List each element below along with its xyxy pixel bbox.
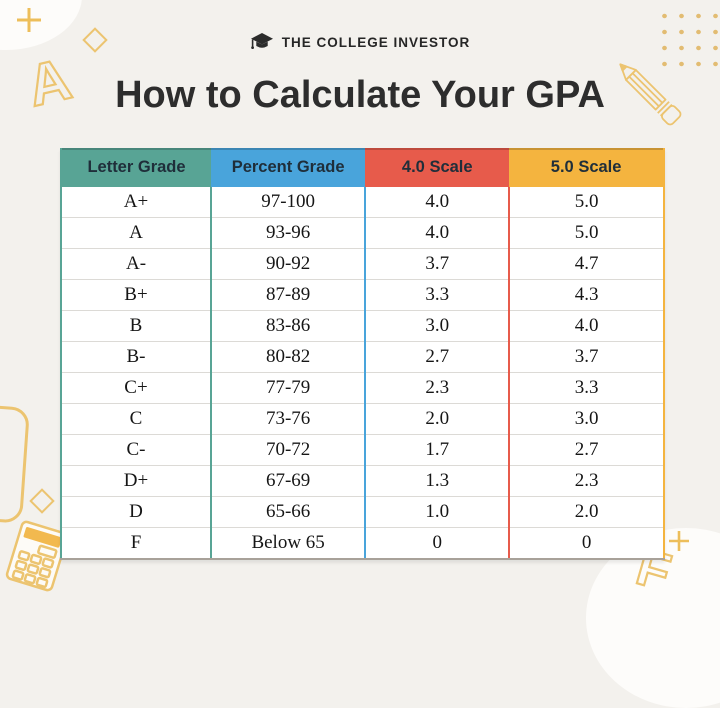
table-cell: 4.0	[508, 310, 665, 342]
table-row: A 93-96 4.0 5.0	[60, 217, 665, 249]
table-cell: 5.0	[508, 187, 665, 218]
table-cell: 97-100	[209, 187, 366, 218]
table-cell: 90-92	[209, 248, 366, 280]
column-header-percent-grade: Percent Grade	[211, 148, 366, 187]
table-row: C 73-76 2.0 3.0	[60, 403, 665, 435]
table-cell: 0	[364, 527, 510, 560]
table-cell: 3.3	[364, 279, 510, 311]
gpa-table: Letter Grade Percent Grade 4.0 Scale 5.0…	[60, 148, 665, 560]
table-cell: 1.3	[364, 465, 510, 497]
table-cell: 83-86	[209, 310, 366, 342]
table-cell: 3.0	[364, 310, 510, 342]
table-cell: 2.7	[508, 434, 665, 466]
table-row: B 83-86 3.0 4.0	[60, 310, 665, 342]
table-row: F Below 65 0 0	[60, 527, 665, 560]
grade-table-body: A+ 97-100 4.0 5.0 A 93-96 4.0 5.0 A- 90-92 3.7 4.7 B…	[60, 187, 665, 560]
table-cell: A+	[60, 187, 211, 218]
table-cell: 3.7	[364, 248, 510, 280]
table-cell: 3.0	[508, 403, 665, 435]
table-row: A- 90-92 3.7 4.7	[60, 248, 665, 280]
table-cell: C+	[60, 372, 211, 404]
table-cell: A	[60, 217, 211, 249]
table-cell: 73-76	[209, 403, 366, 435]
table-cell: B	[60, 310, 211, 342]
column-header-4-scale: 4.0 Scale	[365, 148, 510, 187]
table-cell: 87-89	[209, 279, 366, 311]
page-title: How to Calculate Your GPA	[115, 74, 605, 116]
table-cell: 2.3	[508, 465, 665, 497]
table-row: B- 80-82 2.7 3.7	[60, 341, 665, 373]
table-row: B+ 87-89 3.3 4.3	[60, 279, 665, 311]
table-cell: 3.7	[508, 341, 665, 373]
column-header-letter-grade: Letter Grade	[60, 148, 211, 187]
table-cell: 3.3	[508, 372, 665, 404]
table-cell: B+	[60, 279, 211, 311]
table-cell: 2.7	[364, 341, 510, 373]
brand-header: THE COLLEGE INVESTOR	[0, 32, 720, 52]
table-cell: 0	[508, 527, 665, 560]
column-header-5-scale: 5.0 Scale	[509, 148, 665, 187]
graduation-cap-icon	[250, 33, 273, 49]
table-cell: 67-69	[209, 465, 366, 497]
table-cell: 4.0	[364, 217, 510, 249]
table-cell: 93-96	[209, 217, 366, 249]
table-cell: 2.0	[508, 496, 665, 528]
brand-name: THE COLLEGE INVESTOR	[281, 34, 471, 50]
table-cell: Below 65	[209, 527, 366, 560]
table-cell: 2.3	[364, 372, 510, 404]
table-cell: 1.7	[364, 434, 510, 466]
table-cell: A-	[60, 248, 211, 280]
table-cell: C	[60, 403, 211, 435]
table-cell: F	[60, 527, 211, 560]
table-cell: 65-66	[209, 496, 366, 528]
table-cell: 4.3	[508, 279, 665, 311]
table-row: D+ 67-69 1.3 2.3	[60, 465, 665, 497]
table-cell: D	[60, 496, 211, 528]
table-cell: C-	[60, 434, 211, 466]
table-cell: 4.0	[364, 187, 510, 218]
gpa-table-wrap: Letter Grade Percent Grade 4.0 Scale 5.0…	[60, 148, 665, 560]
table-cell: 4.7	[508, 248, 665, 280]
table-cell: 2.0	[364, 403, 510, 435]
table-cell: D+	[60, 465, 211, 497]
table-row: C+ 77-79 2.3 3.3	[60, 372, 665, 404]
table-cell: 70-72	[209, 434, 366, 466]
table-cell: 5.0	[508, 217, 665, 249]
table-cell: 77-79	[209, 372, 366, 404]
table-cell: 80-82	[209, 341, 366, 373]
table-cell: 1.0	[364, 496, 510, 528]
table-row: A+ 97-100 4.0 5.0	[60, 187, 665, 218]
table-row: C- 70-72 1.7 2.7	[60, 434, 665, 466]
table-cell: B-	[60, 341, 211, 373]
rounded-rect-doodle	[0, 404, 30, 524]
table-header-row: Letter Grade Percent Grade 4.0 Scale 5.0…	[60, 148, 665, 187]
table-header: Letter Grade Percent Grade 4.0 Scale 5.0…	[60, 148, 665, 187]
table-row: D 65-66 1.0 2.0	[60, 496, 665, 528]
diamond-icon	[29, 488, 55, 514]
